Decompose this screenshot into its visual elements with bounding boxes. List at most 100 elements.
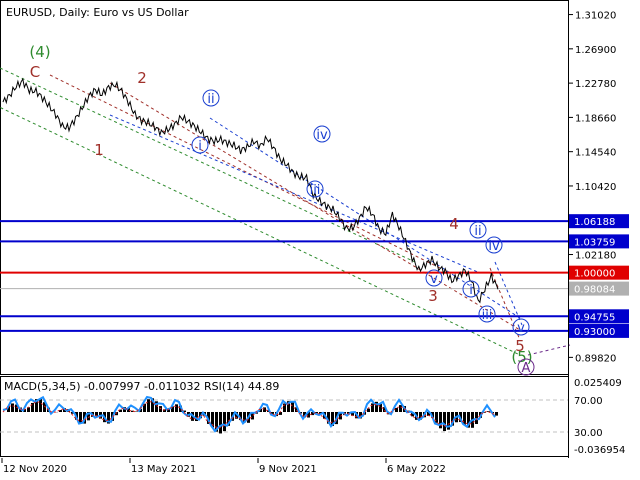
price-level-label: 1.03759 xyxy=(574,237,615,248)
macd-bar xyxy=(495,412,498,416)
macd-bar xyxy=(339,412,342,420)
price-level-box xyxy=(569,265,629,280)
macd-bar xyxy=(59,410,62,412)
wave-label: A xyxy=(522,361,531,376)
price-tick-label: 1.10420 xyxy=(575,182,616,193)
macd-bar xyxy=(463,412,466,425)
price-level-label: 1.06188 xyxy=(574,217,615,228)
trendline-blue-lower xyxy=(109,114,481,274)
time-tick-label: 9 Nov 2021 xyxy=(259,464,317,475)
macd-bar xyxy=(311,412,314,416)
macd-bar xyxy=(447,412,450,430)
macd-bar xyxy=(467,412,470,428)
wave-label-circle xyxy=(469,221,487,239)
macd-bar xyxy=(107,412,110,424)
projection-purple xyxy=(527,344,571,356)
macd-bar xyxy=(171,406,174,412)
macd-bar xyxy=(443,412,446,432)
chart-title: EURUSD, Daily: Euro vs US Dollar xyxy=(6,6,189,19)
macd-bar xyxy=(167,409,170,412)
macd-bar xyxy=(151,398,154,412)
price-level-label: 0.93000 xyxy=(574,327,615,338)
price-tick-label: 1.02180 xyxy=(575,251,616,262)
macd-bar xyxy=(487,411,490,412)
macd-bar xyxy=(163,409,166,412)
wave-label: 5 xyxy=(515,337,525,355)
wave-label-circle xyxy=(313,125,331,143)
price-level-box xyxy=(569,214,629,229)
macd-bar xyxy=(7,406,10,412)
indicator-tick-70: 70.00 xyxy=(574,396,603,407)
price-level-box xyxy=(569,309,629,324)
macd-bar xyxy=(119,409,122,412)
trendline-green-lower xyxy=(0,106,521,356)
trendline-dark-red-lower xyxy=(49,74,441,269)
macd-bar xyxy=(359,412,362,419)
trendline-blue-upper xyxy=(209,117,521,319)
macd-bar xyxy=(11,403,14,412)
macd-bar xyxy=(379,403,382,412)
macd-bar xyxy=(219,412,222,434)
macd-bar xyxy=(23,409,26,412)
price-series-line xyxy=(2,77,499,304)
wave-label: iv xyxy=(316,128,328,143)
macd-bar xyxy=(283,403,286,412)
price-level-box xyxy=(569,234,629,249)
macd-bar xyxy=(71,412,74,414)
macd-bar xyxy=(215,412,218,432)
macd-bar xyxy=(87,412,90,421)
price-axis: 1.31020 1.26900 1.22780 1.18660 1.14540 1.104… xyxy=(568,11,616,364)
price-level-box xyxy=(569,281,629,296)
macd-bar xyxy=(43,402,46,412)
wave-label: ii xyxy=(474,224,481,239)
wave-label-circle xyxy=(191,136,209,154)
macd-bar xyxy=(279,412,282,415)
macd-bar xyxy=(31,402,34,412)
macd-bar xyxy=(183,410,186,412)
wave-label-circle xyxy=(512,318,530,336)
price-levels: 1.06188 1.03759 1.00000 0.98084 0.94755 0.930… xyxy=(0,214,629,338)
macd-bar xyxy=(375,401,378,412)
macd-bar xyxy=(139,408,142,412)
price-tick-label: 1.18660 xyxy=(575,113,616,124)
price-level-label: 1.00000 xyxy=(574,269,615,280)
macd-bar xyxy=(371,403,374,412)
macd-bar xyxy=(287,401,290,412)
wave-label-circle xyxy=(478,305,496,323)
macd-bar xyxy=(239,412,242,421)
wave-label: 2 xyxy=(137,69,147,87)
price-tick-label: 1.14540 xyxy=(575,148,616,159)
macd-bar xyxy=(147,399,150,412)
indicator-tick-neg0036954: -0.036954 xyxy=(574,445,625,456)
wave-label: (5) xyxy=(511,348,532,366)
wave-label: ii xyxy=(207,92,214,107)
macd-bar xyxy=(127,408,130,412)
macd-bar xyxy=(451,412,454,426)
macd-bar xyxy=(439,412,442,429)
wave-label: (4) xyxy=(29,43,50,61)
wave-label: v xyxy=(517,321,525,336)
macd-bar xyxy=(291,402,294,412)
macd-bar xyxy=(27,407,30,412)
wave-label-circle xyxy=(306,180,324,198)
macd-bar xyxy=(235,412,238,419)
macd-bar xyxy=(227,412,230,426)
macd-bar xyxy=(475,412,478,424)
macd-bar xyxy=(211,412,214,428)
macd-bar xyxy=(399,405,402,412)
macd-bar xyxy=(259,408,262,412)
price-level-label: 0.98084 xyxy=(574,285,615,296)
macd-bar xyxy=(115,412,118,416)
macd-bar xyxy=(35,399,38,412)
macd-bar xyxy=(243,412,246,423)
macd-signal-line xyxy=(2,401,496,429)
macd-bar xyxy=(307,412,310,418)
macd-bar xyxy=(435,412,438,423)
macd-bar xyxy=(271,412,274,414)
macd-bar xyxy=(395,407,398,412)
trendline-green xyxy=(0,67,416,263)
macd-bar xyxy=(419,412,422,420)
price-level-box xyxy=(569,323,629,338)
wave-label: 4 xyxy=(449,215,459,233)
price-tick-label: 1.22780 xyxy=(575,79,616,90)
